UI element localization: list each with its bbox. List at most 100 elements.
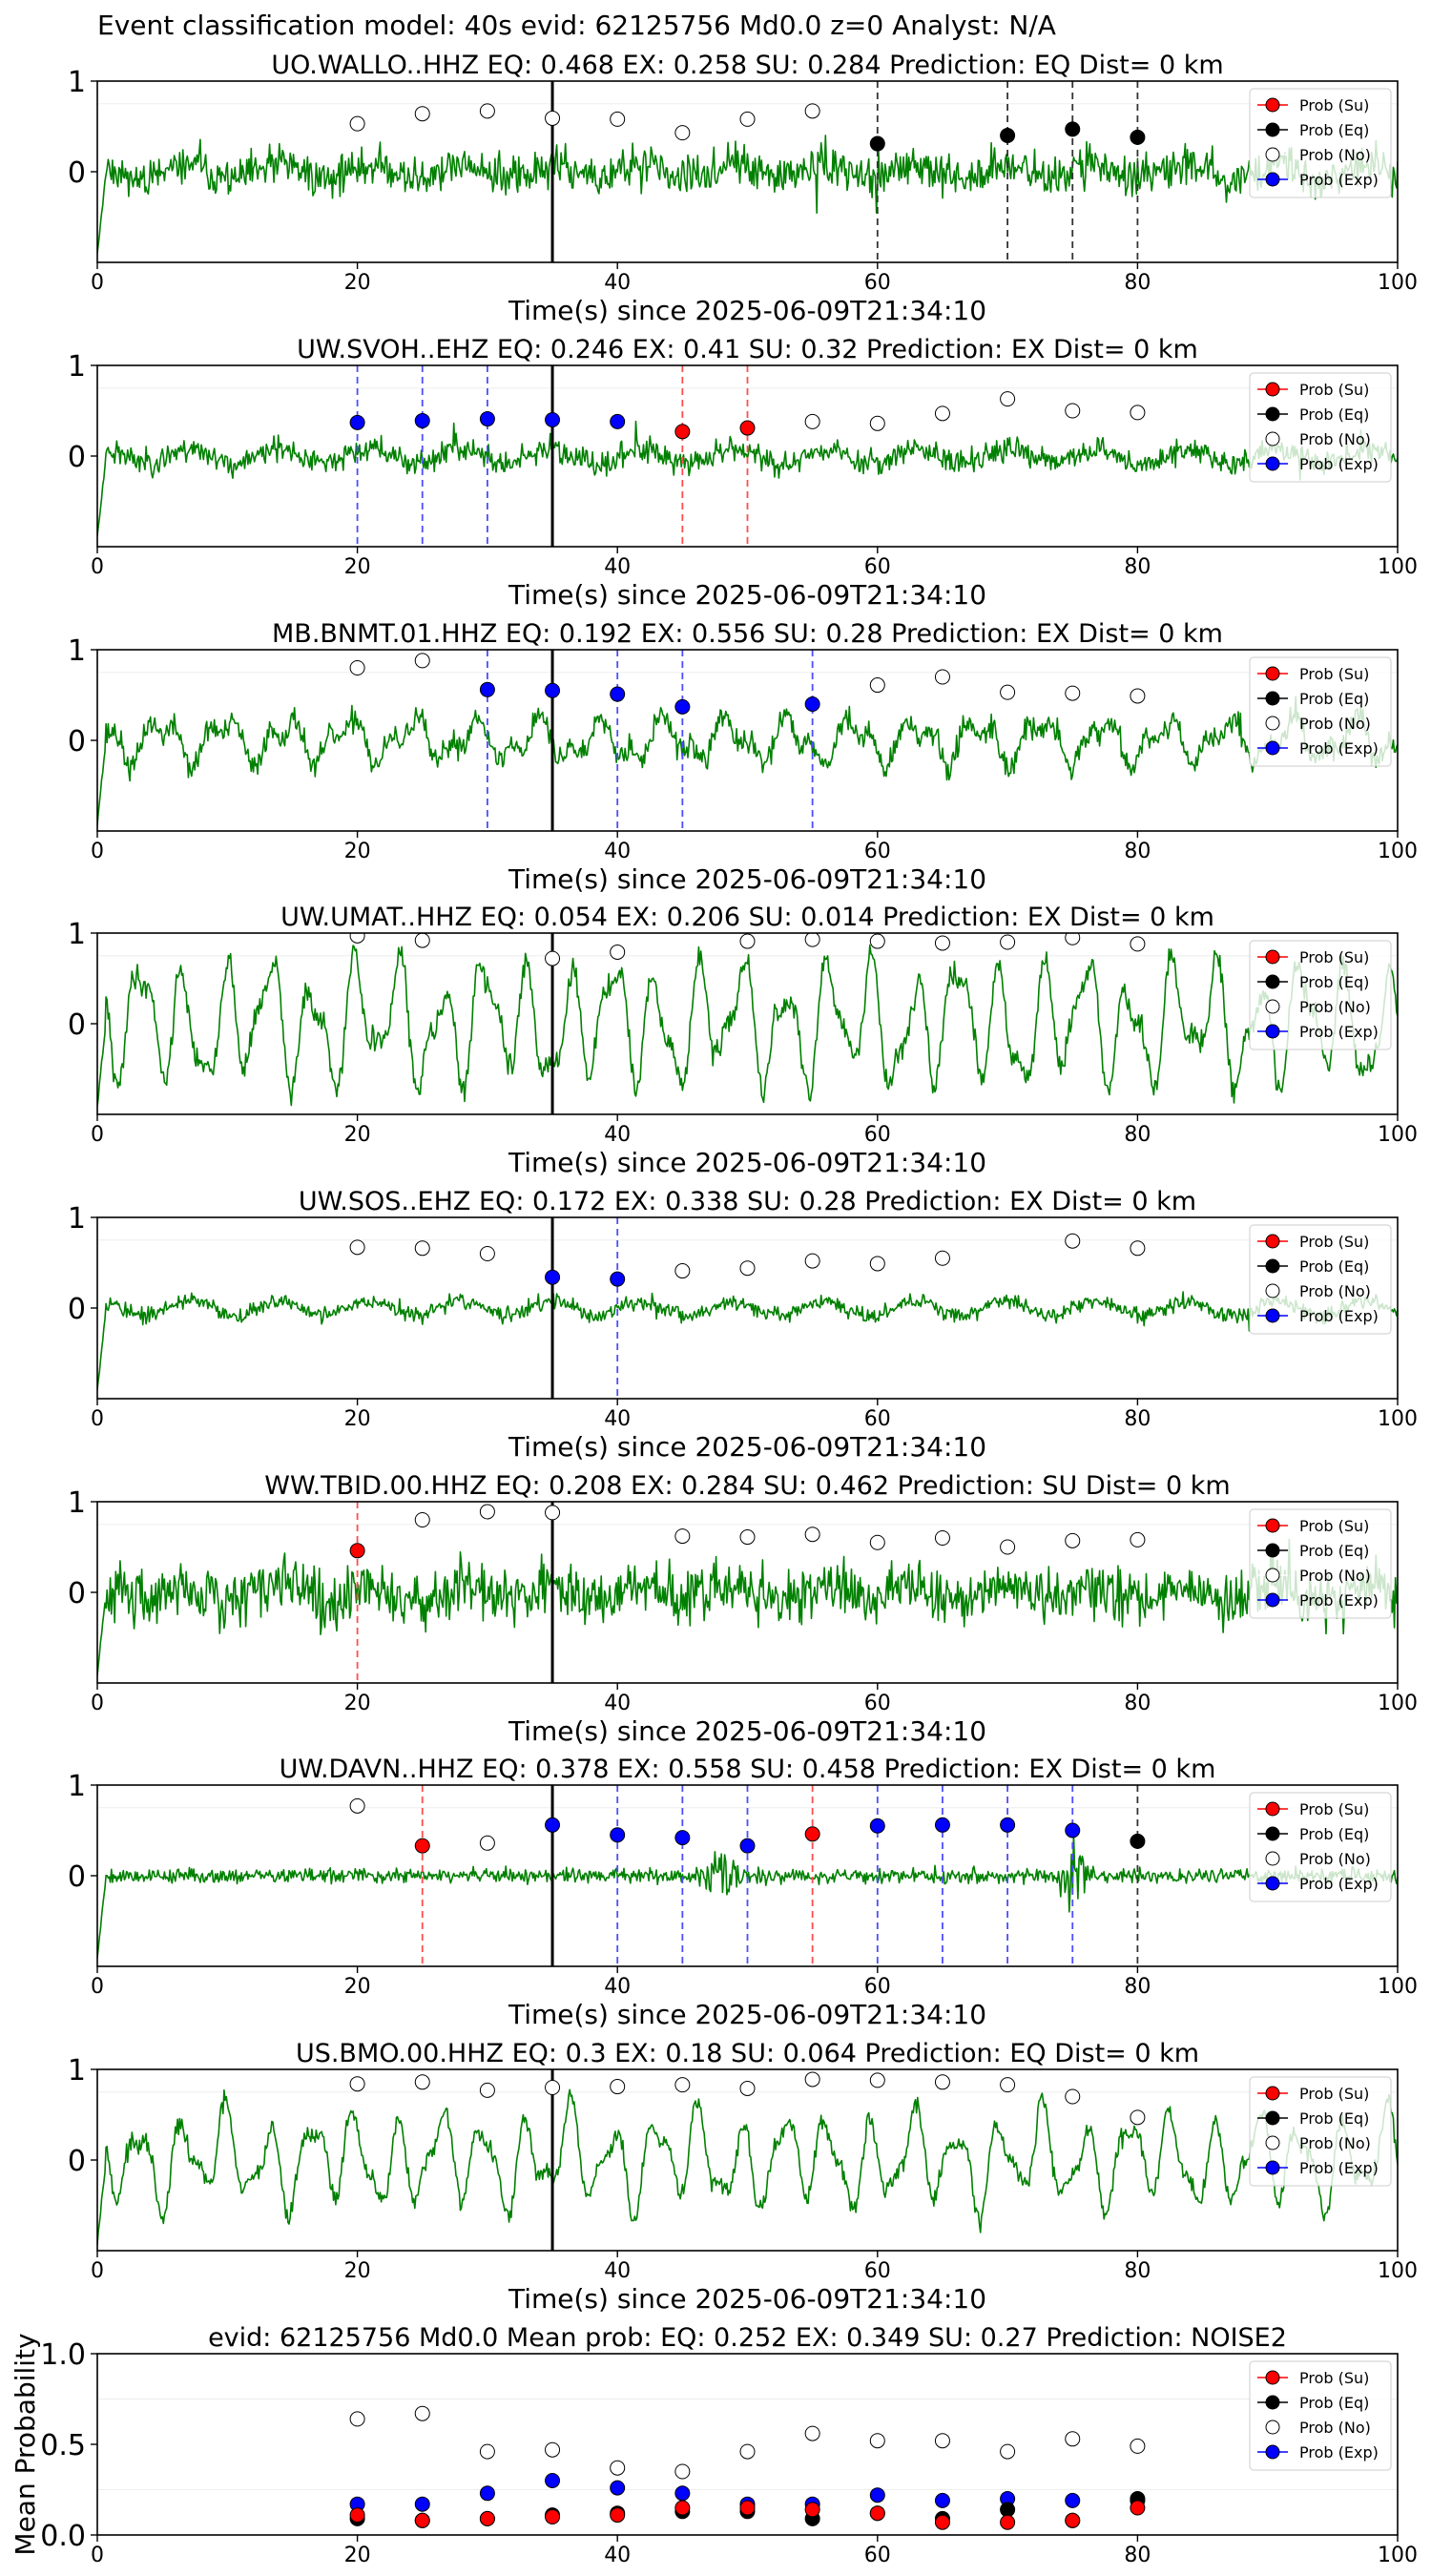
prob-su-point (674, 2500, 691, 2516)
x-tick-label: 60 (864, 2544, 891, 2567)
y-tick-label: 1 (68, 634, 86, 668)
y-tick-label: 1 (68, 66, 86, 99)
prob-no-point (1130, 2438, 1146, 2454)
x-tick-label: 60 (864, 840, 891, 863)
legend-label-eq: Prob (Eq) (1299, 690, 1369, 708)
waveform-trace (97, 1291, 1398, 1390)
x-tick-label: 80 (1124, 1407, 1151, 1431)
x-tick-label: 20 (344, 1692, 371, 1715)
plot-area (97, 2069, 1398, 2251)
prob-no-point (869, 2433, 885, 2449)
prob-no-point (1065, 685, 1081, 701)
prob-no-point (349, 933, 365, 944)
prob-no-point (414, 653, 430, 669)
legend-marker-eq (1265, 406, 1280, 422)
legend: Prob (Su) Prob (Eq) Prob (No) Prob (Exp) (1249, 2076, 1392, 2187)
panel-2: UW.SVOH..EHZ EQ: 0.246 EX: 0.41 SU: 0.32… (68, 335, 1418, 611)
prob-no-point (1065, 2431, 1081, 2447)
prob-no-point (349, 2076, 365, 2092)
prob-no-point (1065, 1233, 1081, 1249)
panel-title: MB.BNMT.01.HHZ EQ: 0.192 EX: 0.556 SU: 0… (272, 619, 1223, 649)
prob-no-point (610, 111, 626, 127)
prob-exp-point (610, 686, 626, 702)
prob-exp-point (479, 2485, 495, 2502)
panel-title: UW.SOS..EHZ EQ: 0.172 EX: 0.338 SU: 0.28… (299, 1187, 1196, 1216)
legend-label-su: Prob (Su) (1299, 948, 1369, 966)
legend-marker-exp (1265, 2160, 1280, 2175)
plot-area (97, 1502, 1398, 1683)
prob-no-point (349, 1797, 365, 1814)
legend-marker-no (1265, 431, 1280, 447)
prob-no-point (934, 935, 950, 951)
y-tick-label: 0 (68, 441, 86, 474)
prob-exp-point (869, 1818, 885, 1834)
prob-no-point (869, 415, 885, 431)
x-tick-label: 80 (1124, 2544, 1151, 2567)
prob-su-point (545, 2509, 561, 2524)
legend-marker-no (1265, 147, 1280, 162)
prob-no-point (934, 1250, 950, 1266)
prob-no-point (414, 2405, 430, 2421)
prob-exp-point (414, 412, 430, 428)
prob-no-point (349, 660, 365, 675)
prob-su-point (869, 2505, 885, 2522)
y-axis-label: Mean Probability (10, 2333, 41, 2555)
legend-label-eq: Prob (Eq) (1299, 1825, 1369, 1843)
prob-exp-point (545, 412, 561, 427)
x-axis-label: Time(s) since 2025-06-09T21:34:10 (508, 1715, 986, 1747)
y-tick-label: 0 (68, 1577, 86, 1610)
prob-exp-point (674, 2485, 691, 2502)
prob-exp-point (545, 1269, 561, 1285)
waveform-trace (97, 135, 1398, 254)
prob-eq-point (1000, 2502, 1016, 2518)
x-axis-label: Time(s) since 2025-06-09T21:34:10 (508, 2283, 986, 2315)
prob-exp-point (739, 1838, 756, 1854)
x-tick-label: 20 (344, 1407, 371, 1431)
y-tick-label: 1 (68, 350, 86, 384)
legend-marker-eq (1265, 1826, 1280, 1841)
legend-marker-eq (1265, 974, 1280, 989)
x-tick-label: 100 (1378, 271, 1418, 295)
prob-no-point (934, 2433, 950, 2449)
y-tick-label: 0.0 (40, 2520, 86, 2553)
x-tick-label: 0 (91, 2259, 104, 2283)
plot-area (349, 2405, 1146, 2530)
prob-no-point (739, 2443, 756, 2460)
x-tick-label: 0 (91, 1407, 104, 1431)
prob-exp-point (414, 2496, 430, 2512)
legend-marker-exp (1265, 740, 1280, 756)
prob-no-point (479, 1246, 495, 1261)
legend-marker-exp (1265, 1876, 1280, 1891)
prob-exp-point (545, 682, 561, 698)
legend-marker-su (1265, 382, 1280, 397)
prob-no-point (1000, 391, 1016, 407)
legend-marker-su (1265, 1518, 1280, 1533)
y-tick-label: 1 (68, 1770, 86, 1803)
prob-su-point (739, 420, 756, 436)
panel-title: UW.UMAT..HHZ EQ: 0.054 EX: 0.206 SU: 0.0… (280, 903, 1214, 932)
prob-no-point (934, 2074, 950, 2090)
prob-su-point (414, 2512, 430, 2528)
prob-no-point (804, 2071, 820, 2088)
legend-label-no: Prob (No) (1299, 430, 1371, 448)
prob-exp-point (1065, 1822, 1081, 1839)
x-tick-label: 80 (1124, 840, 1151, 863)
prob-no-point (610, 2079, 626, 2095)
x-tick-label: 80 (1124, 2259, 1151, 2283)
prob-exp-point (545, 1817, 561, 1833)
prob-exp-point (1000, 1817, 1016, 1833)
legend-label-no: Prob (No) (1299, 715, 1371, 733)
legend: Prob (Su) Prob (Eq) Prob (No) Prob (Exp) (1249, 372, 1392, 483)
x-tick-label: 60 (864, 271, 891, 295)
prob-no-point (869, 2072, 885, 2088)
legend-marker-no (1265, 1283, 1280, 1298)
prob-no-point (349, 2411, 365, 2427)
legend-label-exp: Prob (Exp) (1299, 1875, 1379, 1893)
legend: Prob (Su) Prob (Eq) Prob (No) Prob (Exp) (1249, 88, 1392, 198)
legend-marker-no (1265, 999, 1280, 1014)
figure-suptitle: Event classification model: 40s evid: 62… (97, 10, 1056, 41)
x-tick-label: 60 (864, 1975, 891, 1999)
legend-label-exp: Prob (Exp) (1299, 171, 1379, 189)
x-tick-label: 0 (91, 555, 104, 579)
y-tick-label: 0.5 (40, 2429, 86, 2462)
